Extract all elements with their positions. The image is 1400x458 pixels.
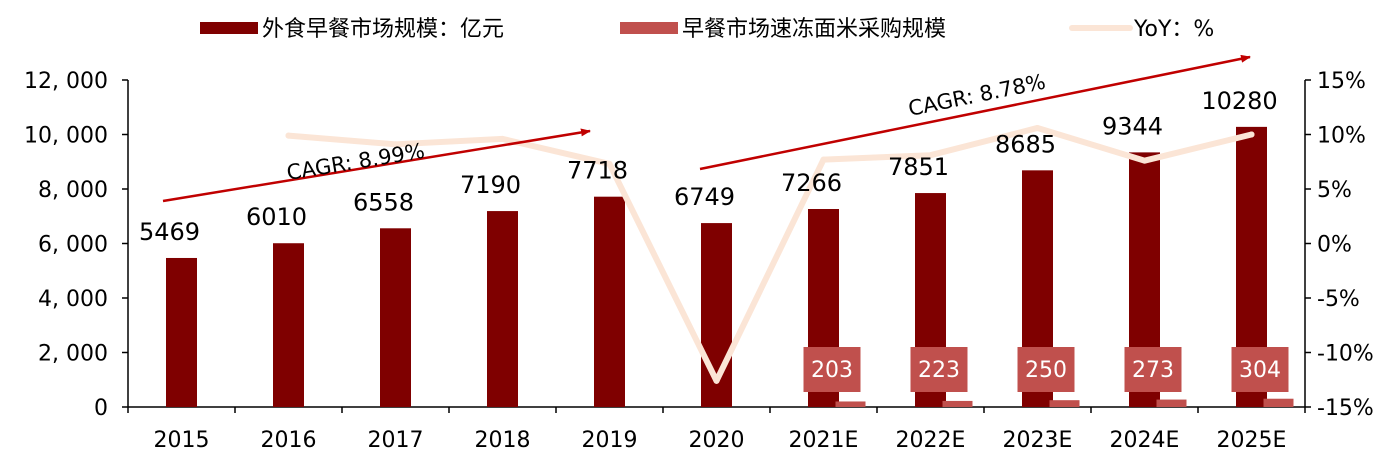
small-bar-2022E — [942, 400, 973, 407]
small-bar-value-label: 223 — [918, 358, 960, 383]
right-tick-label: 5% — [1317, 178, 1352, 203]
yoy-point-2022E — [927, 152, 934, 159]
bar-value-label: 5469 — [139, 218, 200, 246]
bar-value-label: 8685 — [995, 130, 1056, 158]
right-tick-label: 15% — [1317, 69, 1366, 94]
x-tick-label: 2022E — [896, 428, 966, 453]
bar-value-label: 6010 — [246, 203, 307, 231]
legend-label-0: 外食早餐市场规模：亿元 — [262, 17, 504, 42]
small-bar-value-label: 250 — [1025, 358, 1067, 383]
left-tick-label: 6, 000 — [38, 233, 108, 258]
left-tick-label: 4, 000 — [38, 287, 108, 312]
yoy-point-2024E — [1141, 157, 1148, 164]
legend-swatch-1 — [620, 22, 678, 34]
bar-value-label: 9344 — [1102, 112, 1163, 140]
yoy-point-2018 — [499, 135, 506, 142]
bar-value-label: 7266 — [781, 169, 842, 197]
left-tick-label: 10, 000 — [24, 124, 108, 149]
bar-2017 — [380, 228, 411, 407]
right-axis: -15% -10% -5% 0% 5% 10% 15% — [1304, 69, 1374, 421]
small-bar-label-box — [1017, 347, 1075, 392]
right-tick-label: -15% — [1317, 396, 1374, 421]
x-tick-label: 2017 — [368, 428, 424, 453]
yoy-point-2020 — [713, 377, 720, 384]
left-tick-label: 12, 000 — [24, 69, 108, 94]
small-bar-2021E — [835, 401, 866, 407]
x-tick-label: 2016 — [261, 428, 317, 453]
yoy-point-2023E — [1034, 124, 1041, 131]
small-bar-label-box — [803, 347, 861, 392]
bar-value-label: 7851 — [888, 153, 949, 181]
small-bar-label-box — [910, 347, 968, 392]
yoy-point-2019 — [606, 160, 613, 167]
bar-value-label: 7718 — [567, 157, 628, 185]
bar-2019 — [594, 196, 625, 407]
small-bar-value-label: 203 — [811, 358, 853, 383]
yoy-point-2021E — [820, 156, 827, 163]
x-tick-label: 2023E — [1003, 428, 1073, 453]
bar-2016 — [273, 243, 304, 407]
right-tick-label: -5% — [1317, 287, 1360, 312]
right-tick-label: 10% — [1317, 124, 1366, 149]
line-layer — [285, 124, 1255, 384]
bar-2018 — [487, 211, 518, 407]
x-axis: 2015 2016 2017 2018 2019 2020 2021E 2022E 2023E 2… — [127, 406, 1306, 453]
labels: 5469 6010 6558 7190 7718 6749 7266 7851 8685 9344… — [139, 87, 1289, 392]
x-tick-label: 2020 — [689, 428, 745, 453]
bar-2015 — [166, 257, 197, 407]
small-bar-value-label: 304 — [1239, 358, 1281, 383]
bar-value-label: 6558 — [353, 188, 414, 216]
small-bar-value-label: 273 — [1132, 358, 1174, 383]
small-bar-2023E — [1049, 400, 1080, 407]
legend-label-1: 早餐市场速冻面米采购规模 — [682, 17, 946, 42]
left-tick-label: 8, 000 — [38, 178, 108, 203]
x-tick-label: 2015 — [154, 428, 210, 453]
left-axis: 0 2, 000 4, 000 6, 000 8, 000 10, 000 12, 000 — [24, 69, 129, 421]
bar-value-label: 10280 — [1201, 87, 1277, 115]
cagr-arrow — [162, 128, 591, 203]
legend-label-2: YoY：% — [1133, 17, 1214, 42]
cagr-label: CAGR: 8.99% — [285, 139, 426, 185]
left-tick-label: 2, 000 — [38, 342, 108, 367]
small-bar-label-box — [1124, 347, 1182, 392]
bar-value-label: 7190 — [460, 171, 521, 199]
bar-value-label: 6749 — [674, 183, 735, 211]
yoy-point-2025E — [1248, 131, 1255, 138]
x-tick-label: 2024E — [1110, 428, 1180, 453]
yoy-line — [285, 124, 1255, 384]
legend-swatch-0 — [200, 22, 258, 34]
annotations: CAGR: 8.99%CAGR: 8.78% — [162, 54, 1251, 203]
yoy-point-2016 — [285, 132, 292, 139]
small-bar-2024E — [1156, 399, 1187, 407]
x-tick-label: 2019 — [582, 428, 638, 453]
left-tick-label: 0 — [94, 396, 108, 421]
x-tick-label: 2021E — [789, 428, 859, 453]
cagr-arrow — [699, 54, 1251, 171]
x-tick-label: 2025E — [1217, 428, 1287, 453]
right-tick-label: 0% — [1317, 233, 1352, 258]
legend: 外食早餐市场规模：亿元 早餐市场速冻面米采购规模 YoY：% — [200, 17, 1214, 42]
x-tick-label: 2018 — [475, 428, 531, 453]
yoy-point-2017 — [392, 141, 399, 148]
small-bar-2025E — [1263, 398, 1294, 407]
small-bar-label-box — [1231, 347, 1289, 392]
right-tick-label: -10% — [1317, 342, 1374, 367]
